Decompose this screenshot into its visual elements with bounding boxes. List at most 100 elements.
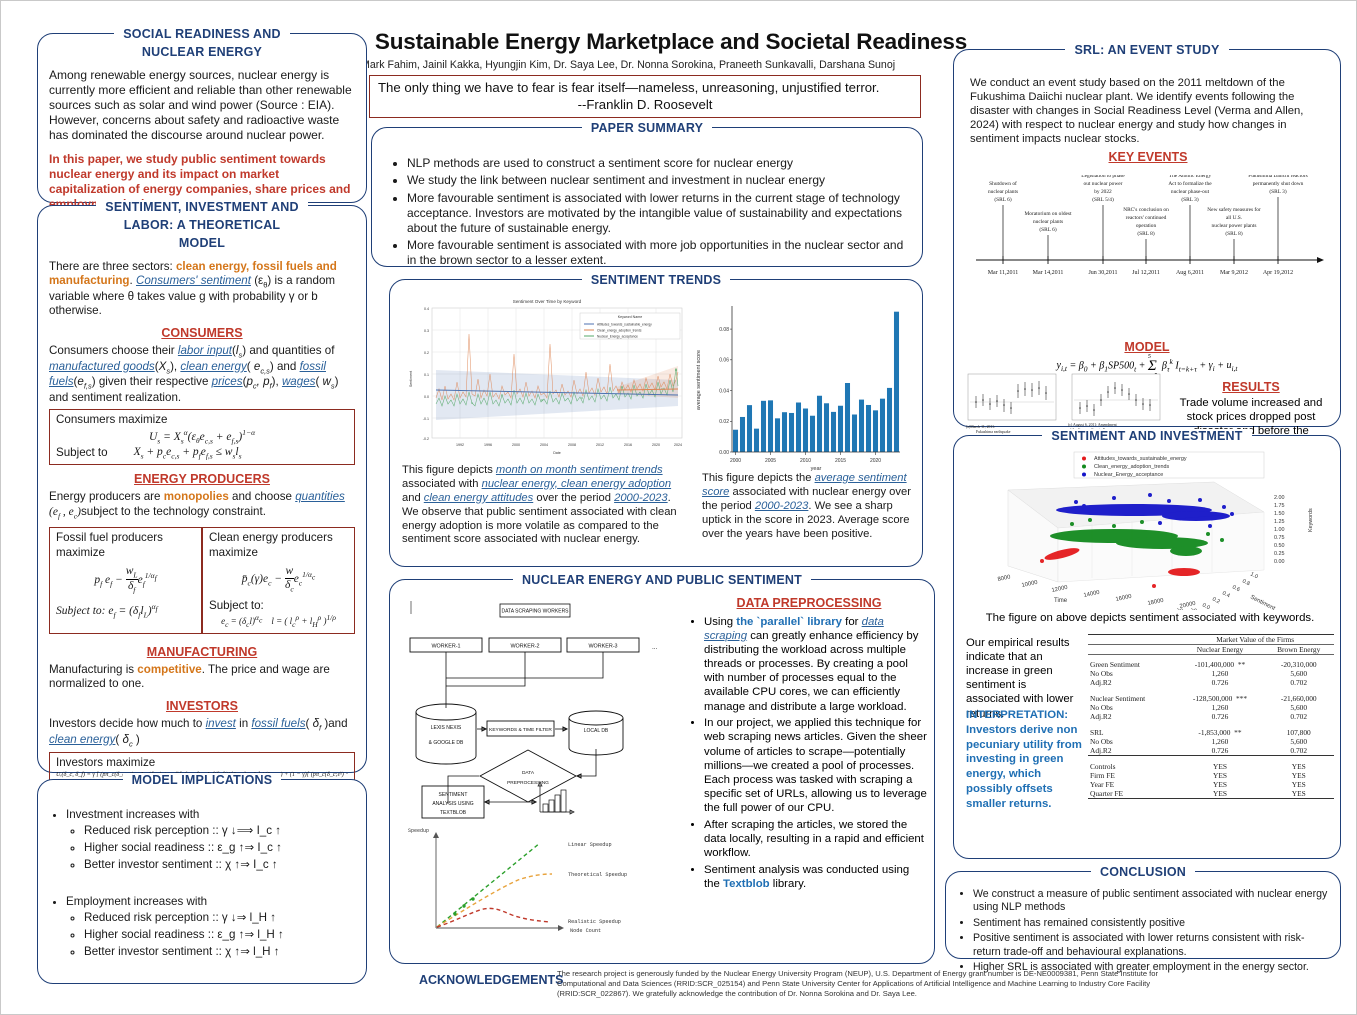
chart2-ylabel: average sentiment score bbox=[696, 350, 702, 410]
bar bbox=[872, 410, 879, 452]
srl-event-top: Legislation to phase bbox=[1081, 175, 1125, 179]
bar bbox=[886, 387, 893, 452]
caption-left-4[interactable]: clean energy adoption bbox=[557, 477, 672, 490]
consumers-goods-link[interactable]: manufactured goods bbox=[49, 359, 155, 373]
model-title-line1: SENTIMENT, INVESTMENT AND bbox=[96, 200, 308, 215]
svg-text:0.0: 0.0 bbox=[1201, 602, 1211, 610]
srl-timeline-date: Mar 9,2012 bbox=[1220, 270, 1248, 276]
bar bbox=[893, 311, 900, 452]
implications-group2: Employment increases with bbox=[66, 894, 208, 908]
bar bbox=[830, 411, 837, 452]
table-cell-nuclear: -128,500,000 *** bbox=[1192, 694, 1248, 703]
consumers-prices-link[interactable]: prices bbox=[211, 375, 243, 389]
flowchart-sentiment-line3: TEXTBLOB bbox=[440, 810, 467, 816]
srl-intro: We conduct an event study based on the 2… bbox=[970, 77, 1304, 145]
chart2-xtick: 2000 bbox=[730, 458, 741, 464]
fossil-subject: Subject to: ef = (δflL)αf bbox=[56, 602, 158, 620]
table-row: Firm FE YES YES bbox=[1088, 771, 1334, 780]
sentiment-3d-scatter: Attitudes_towards_sustainable_energy Cle… bbox=[964, 450, 1332, 610]
caption-left-6[interactable]: clean energy attitudes bbox=[423, 491, 534, 504]
scatter-y-ticks: 1.0 0.8 0.6 0.4 0.2 0.0 −0.2 −0.4 bbox=[1175, 571, 1259, 610]
model-implications-title: MODEL IMPLICATIONS bbox=[122, 773, 282, 788]
flowchart-header-label: DATA SCRAPING WORKERS bbox=[501, 609, 569, 615]
social-title-line2: NUCLEAR ENERGY bbox=[132, 45, 272, 60]
table-cell-label: No Obs bbox=[1090, 737, 1113, 746]
panel-theoretical-model: SENTIMENT, INVESTMENT AND LABOR: A THEOR… bbox=[37, 200, 367, 784]
model-sentiment-link[interactable]: Consumers' sentiment bbox=[135, 274, 251, 288]
chart1-legend-item: Nuclear_Energy_acceptance bbox=[597, 334, 638, 338]
consumers-fossil-link[interactable]: fossil fuels bbox=[49, 359, 326, 389]
panel-sentiment-investment: SENTIMENT AND INVESTMENT Attitudes_towar… bbox=[953, 429, 1341, 859]
table-cell-brown: 5,600 bbox=[1290, 737, 1308, 746]
sentiment-over-time-chart: Sentiment Over Time by Keyword bbox=[402, 294, 692, 464]
scatter-xlabel: Time bbox=[1054, 598, 1068, 604]
caption-left-3[interactable]: nuclear energy, bbox=[481, 477, 558, 490]
svg-text:1.50: 1.50 bbox=[1274, 511, 1285, 517]
chart1-legend-item: Attitudes_towards_sustainable_energy bbox=[597, 322, 652, 326]
table-cell-nuclear: 0.726 bbox=[1211, 712, 1229, 721]
consumers-clean-link[interactable]: clean energy bbox=[180, 359, 247, 373]
investors-max-label: Investors maximize bbox=[56, 755, 156, 769]
caption-right-4: . We see a sharp uptick in the score in … bbox=[702, 499, 910, 540]
srl-event-bottom: Moratorium on oldest bbox=[1024, 211, 1072, 217]
srl-event-bottom: NRC's conclusion on bbox=[1123, 207, 1169, 213]
table-cell-label: Green Sentiment bbox=[1090, 660, 1140, 669]
srl-figure-a: (a)March 11, 2011: Fukushima earthquake bbox=[962, 372, 1062, 434]
consumers-max-label: Consumers maximize bbox=[56, 413, 168, 427]
speedup-legend-linear: Linear Speedup bbox=[568, 842, 612, 848]
flowchart-sentiment-line1: SENTIMENT bbox=[439, 792, 468, 798]
bar bbox=[781, 412, 788, 452]
investors-fossil-link[interactable]: fossil fuels bbox=[251, 717, 306, 731]
srl-fig-a-caption-2: Fukushima earthquake bbox=[976, 430, 1011, 434]
caption-left-1[interactable]: month on month sentiment trends bbox=[495, 464, 663, 476]
model-title-line3: MODEL bbox=[169, 236, 235, 251]
table-cell-label: Adj.R2 bbox=[1090, 678, 1112, 687]
clean-equation-2: ec = (δcl)αc l = ( lcρ + lHρ )1/ρ bbox=[221, 613, 336, 630]
bar bbox=[795, 402, 802, 452]
fossil-producers-box: Fossil fuel producers maximize pf ef − w… bbox=[49, 527, 202, 634]
preproc-b4-a: Sentiment analysis was conducted using t… bbox=[704, 863, 910, 890]
producers-quantities-link[interactable]: quantities bbox=[295, 490, 345, 504]
table-row: SRL -1,853,000 ** 107,800 bbox=[1088, 721, 1334, 737]
srl-model-heading: MODEL bbox=[1124, 340, 1170, 354]
preproc-b1-scraping-link[interactable]: data scraping bbox=[704, 615, 884, 642]
author-list: Mark Fahim, Jainil Kakka, Hyungjin Kim, … bbox=[361, 59, 896, 71]
caption-right-3[interactable]: 2000-2023 bbox=[754, 499, 809, 512]
srl-title: SRL: AN EVENT STUDY bbox=[1065, 43, 1229, 58]
caption-left-8[interactable]: 2000-2023 bbox=[614, 491, 668, 504]
manufacturing-heading: MANUFACTURING bbox=[146, 644, 258, 659]
list-item: Higher social readiness :: ε_g ↑⇒ I_c ↑ bbox=[84, 841, 355, 855]
srl-event-top: nuclear plants bbox=[988, 189, 1018, 195]
chart1-ytick: 0.2 bbox=[424, 351, 429, 355]
consumers-labor-link[interactable]: labor input bbox=[177, 344, 233, 358]
svg-text:0.4: 0.4 bbox=[1221, 590, 1231, 599]
srl-event-top: (SRL 5/4) bbox=[1092, 196, 1114, 203]
consumers-wages-link[interactable]: wages bbox=[281, 375, 316, 389]
srl-timeline: Shutdown of nuclear plants (SRL 6) Legis… bbox=[958, 175, 1338, 305]
fossil-box-title: Fossil fuel producers maximize bbox=[56, 531, 163, 559]
list-item: Using the `parallel` library for data sc… bbox=[704, 615, 928, 714]
bar bbox=[851, 414, 858, 452]
flowchart-filter-label: KEYWORDS & TIME FILTER bbox=[489, 727, 552, 733]
table-cell-nuclear: 1,260 bbox=[1211, 703, 1229, 712]
preproc-b1-c: for bbox=[842, 615, 862, 628]
srl-timeline-date: Apr 19,2012 bbox=[1263, 270, 1293, 276]
preproc-b4-textblob: Textblob bbox=[723, 877, 770, 890]
table-cell-nuclear: 1,260 bbox=[1211, 737, 1229, 746]
panel-srl-event-study: SRL: AN EVENT STUDY We conduct an event … bbox=[953, 43, 1341, 465]
page-title: Sustainable Energy Marketplace and Socie… bbox=[374, 29, 968, 54]
investors-clean-link[interactable]: clean energy bbox=[49, 732, 116, 746]
table-cell-brown: 5,600 bbox=[1290, 669, 1308, 678]
manufacturing-competitive: competitive bbox=[137, 663, 202, 677]
caption-right-1[interactable]: average sentiment score bbox=[702, 472, 907, 498]
investors-invest-link[interactable]: invest bbox=[205, 717, 236, 731]
svg-text:0.75: 0.75 bbox=[1274, 535, 1285, 541]
scatter-zlabel: Keywords bbox=[1308, 508, 1314, 532]
table-cell-label: Controls bbox=[1090, 762, 1116, 771]
srl-fig-c-caption-1: (c) August 6, 2011: Amendment bbox=[1068, 423, 1118, 428]
panel-title-sentiment-trends: SENTIMENT TRENDS bbox=[390, 271, 922, 289]
table-cell-brown: -20,310,000 bbox=[1280, 660, 1317, 669]
model-implications-list: Investment increases with Reduced risk p… bbox=[49, 808, 355, 959]
paper-summary-title: PAPER SUMMARY bbox=[581, 121, 713, 136]
list-item: Reduced risk perception :: γ ↓⇒ l_H ↑ bbox=[84, 911, 355, 925]
